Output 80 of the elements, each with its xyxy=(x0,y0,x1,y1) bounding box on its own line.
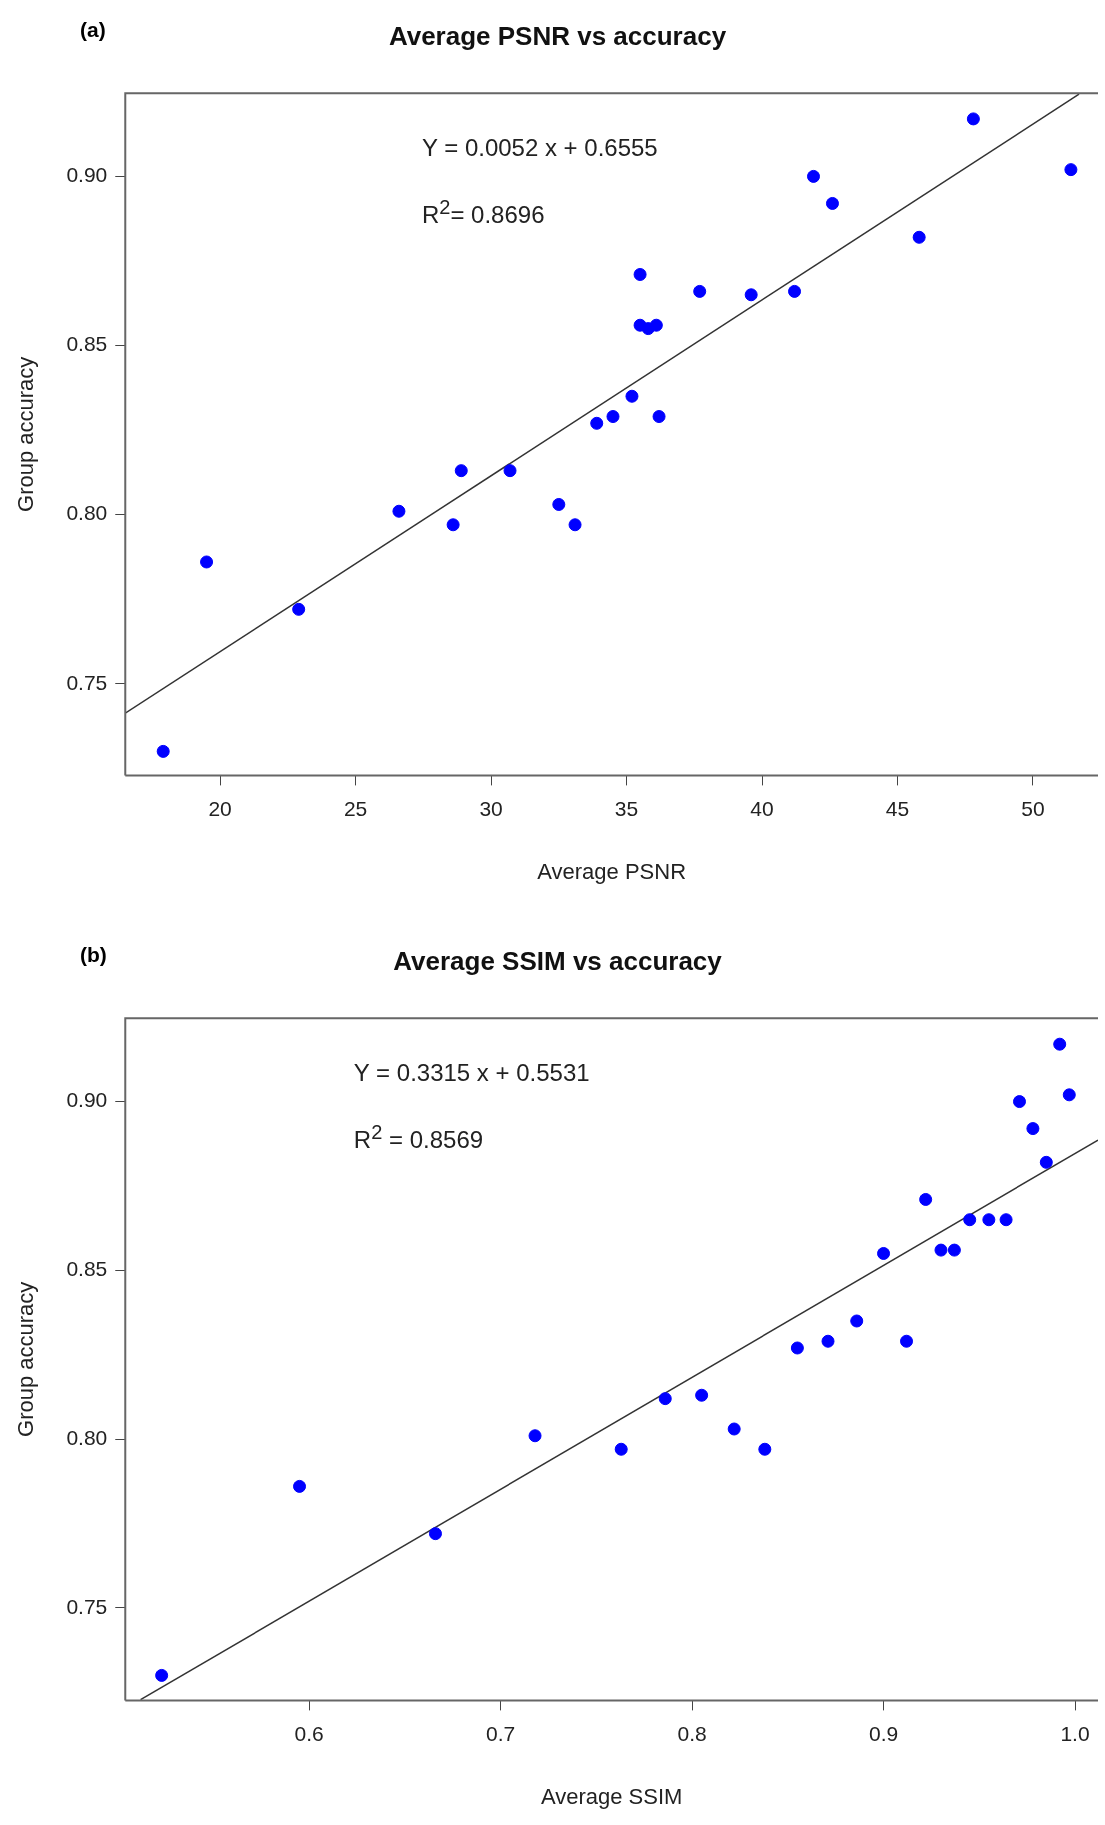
point xyxy=(156,744,170,758)
point xyxy=(727,1422,741,1436)
y-axis-title: Group accuracy xyxy=(13,1281,39,1437)
y-tick-label: 0.85 xyxy=(66,332,108,356)
chart-title: Average PSNR vs accuracy xyxy=(388,20,727,51)
annotation: R$^{2}$ = 0.8569 xyxy=(353,1121,484,1155)
x-tick-label: 50 xyxy=(1021,796,1045,820)
point xyxy=(428,1527,442,1541)
point xyxy=(912,230,926,244)
point xyxy=(900,1334,914,1348)
point xyxy=(649,318,663,332)
point xyxy=(606,410,620,424)
y-tick-label: 0.90 xyxy=(66,163,108,187)
point xyxy=(625,389,639,403)
x-tick-label: 35 xyxy=(614,796,639,820)
point xyxy=(693,284,707,298)
point xyxy=(825,196,839,210)
point xyxy=(392,504,406,518)
point xyxy=(1039,1155,1053,1169)
point xyxy=(790,1341,804,1355)
point xyxy=(999,1213,1013,1227)
point xyxy=(590,416,604,430)
point xyxy=(919,1192,933,1206)
point xyxy=(552,497,566,511)
x-tick-label: 30 xyxy=(479,796,503,820)
point xyxy=(200,555,214,569)
point xyxy=(528,1429,542,1443)
chart-title: Average SSIM vs accuracy xyxy=(393,945,723,976)
x-tick-label: 45 xyxy=(885,796,910,820)
point xyxy=(850,1314,864,1328)
x-tick-label: 0.7 xyxy=(485,1721,516,1745)
y-tick-label: 0.75 xyxy=(66,670,108,694)
point xyxy=(446,518,460,532)
point xyxy=(821,1334,835,1348)
y-tick-label: 0.75 xyxy=(66,1594,108,1618)
point xyxy=(744,288,758,302)
x-axis-title: Average PSNR xyxy=(537,858,687,884)
point xyxy=(293,1479,307,1493)
point xyxy=(934,1243,948,1257)
point xyxy=(695,1388,709,1402)
point xyxy=(614,1442,628,1456)
x-tick-label: 0.8 xyxy=(677,1721,707,1745)
x-tick-label: 40 xyxy=(750,796,774,820)
annotation: Y = 0.0052 x + 0.6555 xyxy=(421,134,658,163)
point xyxy=(658,1392,672,1406)
point xyxy=(807,169,820,183)
point xyxy=(155,1668,169,1682)
y-tick-label: 0.80 xyxy=(66,501,108,525)
y-tick-label: 0.80 xyxy=(66,1425,108,1449)
point xyxy=(1053,1037,1067,1051)
point xyxy=(966,112,980,126)
point xyxy=(982,1213,996,1227)
y-axis-title: Group accuracy xyxy=(13,356,39,512)
x-tick-label: 1.0 xyxy=(1060,1721,1090,1745)
text: (a) xyxy=(80,18,106,42)
point xyxy=(1026,1122,1040,1136)
point xyxy=(652,410,666,424)
point xyxy=(877,1246,891,1260)
x-tick-label: 0.6 xyxy=(294,1721,324,1745)
point xyxy=(568,518,582,532)
point xyxy=(1062,1088,1076,1102)
point xyxy=(1064,163,1078,177)
x-tick-label: 25 xyxy=(343,796,368,820)
point xyxy=(454,464,468,478)
point xyxy=(963,1213,977,1227)
annotation: Y = 0.3315 x + 0.5531 xyxy=(353,1059,590,1088)
x-tick-label: 0.9 xyxy=(868,1721,899,1745)
y-tick-label: 0.90 xyxy=(66,1088,108,1112)
x-tick-label: 20 xyxy=(208,796,232,820)
y-tick-label: 0.85 xyxy=(66,1257,108,1281)
x-axis-title: Average SSIM xyxy=(540,1783,683,1809)
point xyxy=(788,284,802,298)
point xyxy=(1012,1095,1026,1109)
point xyxy=(292,602,306,616)
point xyxy=(633,267,647,281)
point xyxy=(758,1442,772,1456)
text: (b) xyxy=(80,943,107,967)
point xyxy=(503,464,517,478)
point xyxy=(947,1243,961,1257)
annotation: R$^{2}$= 0.8696 xyxy=(421,196,545,230)
